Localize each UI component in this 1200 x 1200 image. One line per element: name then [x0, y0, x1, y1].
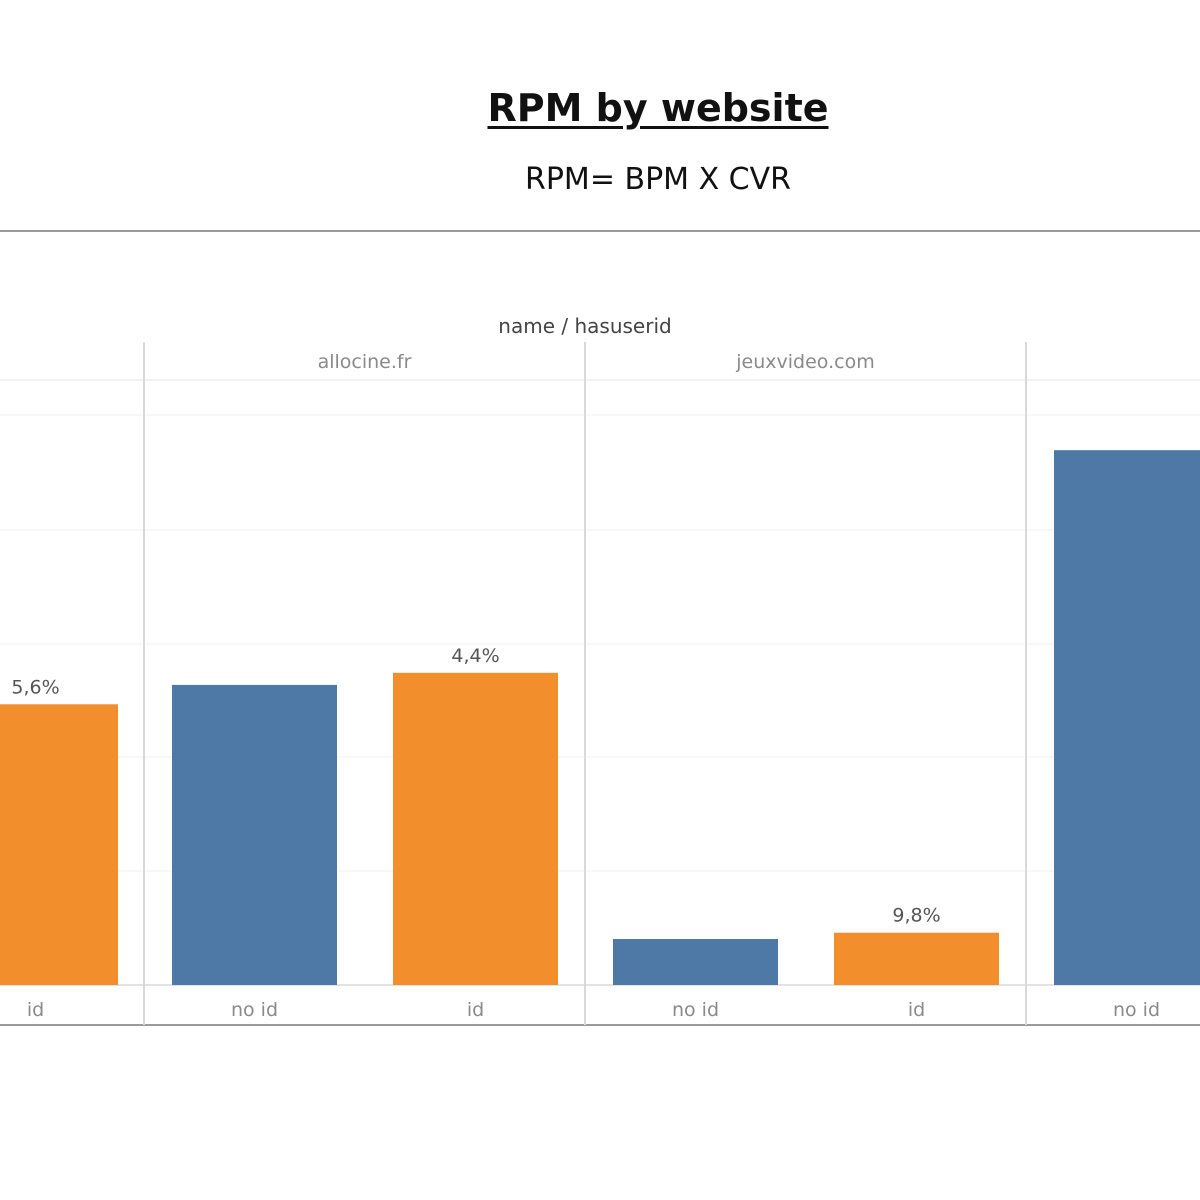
bar — [1054, 450, 1200, 985]
bar — [393, 672, 558, 985]
bar — [172, 684, 337, 985]
x-tick-label: no id — [231, 999, 278, 1021]
bar — [0, 704, 118, 985]
data-label: 9,8% — [892, 905, 940, 927]
column-header: name / hasuserid — [498, 314, 671, 338]
data-label: 5,6% — [11, 676, 59, 698]
chart-title: RPM by website — [487, 86, 829, 130]
x-tick-label: id — [27, 999, 44, 1021]
x-tick-label: id — [908, 999, 925, 1021]
data-label: 4,4% — [451, 645, 499, 667]
group-label: allocine.fr — [318, 351, 412, 373]
bar — [834, 932, 999, 985]
x-tick-label: id — [467, 999, 484, 1021]
group-label: jeuxvideo.com — [735, 351, 874, 373]
x-tick-label: no id — [672, 999, 719, 1021]
chart-subtitle: RPM= BPM X CVR — [525, 162, 791, 197]
bar — [613, 939, 778, 985]
x-tick-label: no id — [1113, 999, 1160, 1021]
